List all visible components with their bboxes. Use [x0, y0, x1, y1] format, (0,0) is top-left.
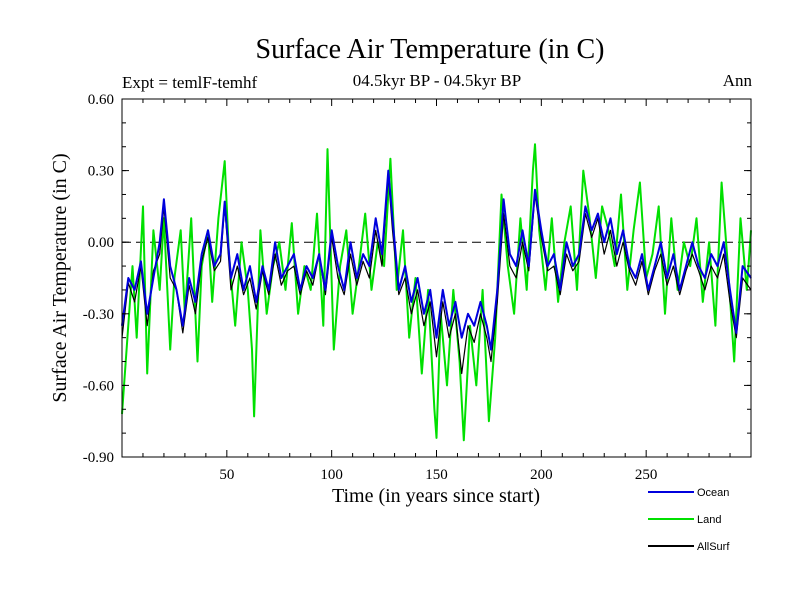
- chart-title: Surface Air Temperature (in C): [256, 34, 605, 65]
- y-tick-label: -0.60: [83, 378, 114, 394]
- x-tick-label: 250: [635, 467, 658, 483]
- legend-label-allsurf: AllSurf: [697, 541, 730, 553]
- x-tick-label: 200: [530, 467, 553, 483]
- x-tick-label: 150: [425, 467, 448, 483]
- x-tick-label: 50: [219, 467, 234, 483]
- y-axis-label: Surface Air Temperature (in C): [49, 153, 71, 402]
- x-tick-label: 100: [320, 467, 343, 483]
- chart-left-label: Expt = temlF-temhf: [122, 73, 258, 92]
- y-tick-label: -0.30: [83, 307, 114, 323]
- plot-frame: [121, 98, 752, 458]
- series-line-land: [121, 143, 752, 442]
- chart-right-label: Ann: [723, 71, 753, 90]
- y-tick-label: 0.60: [88, 92, 114, 108]
- y-tick-label: 0.30: [88, 164, 114, 180]
- series-line-allsurf: [121, 174, 752, 375]
- legend-label-ocean: Ocean: [697, 487, 729, 499]
- y-tick-label: 0.00: [88, 235, 114, 251]
- y-tick-label: -0.90: [83, 450, 114, 466]
- x-axis-label: Time (in years since start): [332, 485, 540, 507]
- legend-label-land: Land: [697, 514, 721, 526]
- series-line-ocean: [121, 169, 752, 351]
- chart-subtitle: 04.5kyr BP - 04.5kyr BP: [353, 71, 521, 90]
